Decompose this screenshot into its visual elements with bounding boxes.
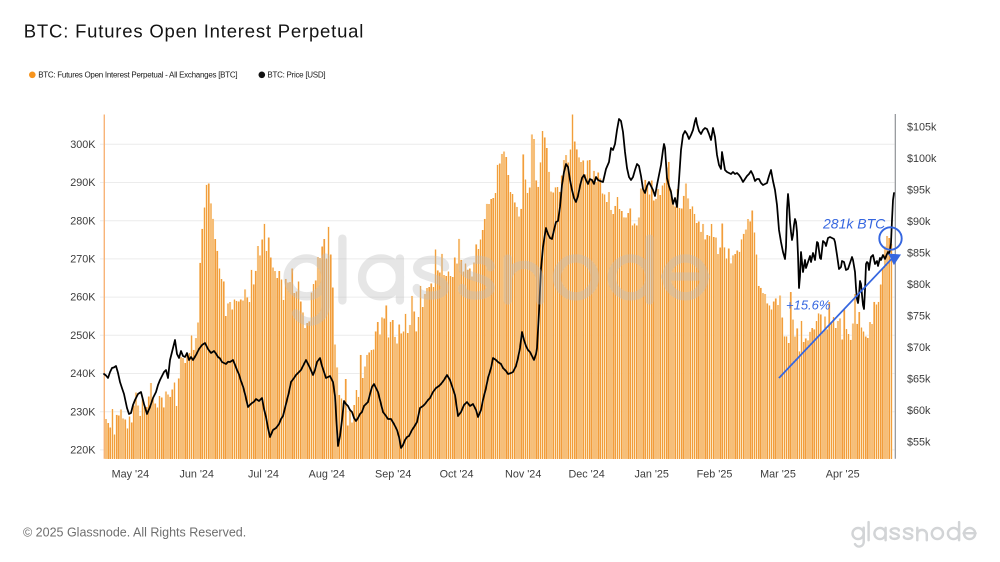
svg-text:281k BTC: 281k BTC <box>822 216 886 232</box>
svg-text:250K: 250K <box>70 330 96 342</box>
svg-text:Jan '25: Jan '25 <box>634 469 668 481</box>
svg-text:Apr '25: Apr '25 <box>826 469 860 481</box>
svg-text:$100k: $100k <box>907 153 937 165</box>
svg-text:290K: 290K <box>70 177 96 189</box>
svg-text:May '24: May '24 <box>112 469 149 481</box>
svg-text:$65k: $65k <box>907 374 931 386</box>
svg-text:$95k: $95k <box>907 185 931 197</box>
svg-text:Jun '24: Jun '24 <box>179 469 213 481</box>
svg-text:$55k: $55k <box>907 437 931 449</box>
svg-text:Nov '24: Nov '24 <box>505 469 541 481</box>
svg-text:© 2025 Glassnode. All Rights R: © 2025 Glassnode. All Rights Reserved. <box>23 526 246 540</box>
svg-text:Aug '24: Aug '24 <box>309 469 345 481</box>
svg-text:260K: 260K <box>70 292 96 304</box>
svg-text:Sep '24: Sep '24 <box>375 469 411 481</box>
svg-text:$90k: $90k <box>907 216 931 228</box>
svg-text:Dec '24: Dec '24 <box>568 469 604 481</box>
svg-text:+15.6%: +15.6% <box>786 298 830 313</box>
svg-text:220K: 220K <box>70 445 96 457</box>
svg-text:240K: 240K <box>70 368 96 380</box>
svg-text:$60k: $60k <box>907 405 931 417</box>
svg-text:$105k: $105k <box>907 122 937 134</box>
svg-text:$80k: $80k <box>907 279 931 291</box>
svg-text:270K: 270K <box>70 254 96 266</box>
svg-text:300K: 300K <box>70 139 96 151</box>
svg-text:Feb '25: Feb '25 <box>697 469 733 481</box>
svg-text:BTC: Price [USD]: BTC: Price [USD] <box>267 71 325 80</box>
svg-text:$85k: $85k <box>907 248 931 260</box>
svg-text:Mar '25: Mar '25 <box>760 469 796 481</box>
svg-text:Oct '24: Oct '24 <box>440 469 474 481</box>
svg-text:Jul '24: Jul '24 <box>248 469 279 481</box>
svg-text:$75k: $75k <box>907 311 931 323</box>
svg-text:BTC: Futures Open Interest Per: BTC: Futures Open Interest Perpetual <box>24 20 364 41</box>
svg-text:280K: 280K <box>70 215 96 227</box>
svg-text:230K: 230K <box>70 406 96 418</box>
svg-text:BTC: Futures Open Interest Per: BTC: Futures Open Interest Perpetual - A… <box>38 71 237 80</box>
svg-text:$70k: $70k <box>907 342 931 354</box>
